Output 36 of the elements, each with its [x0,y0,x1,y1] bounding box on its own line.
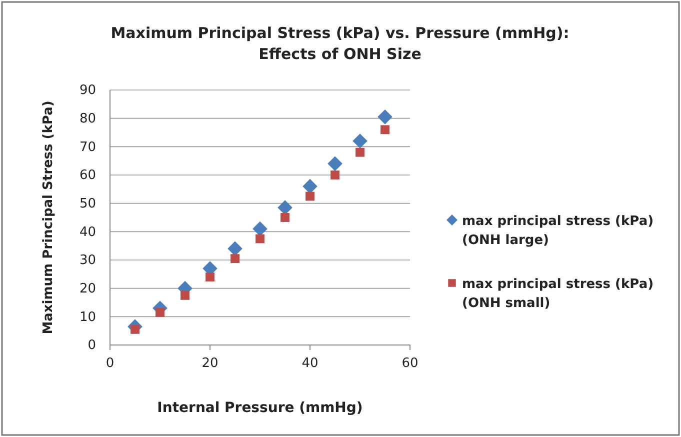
point [156,308,164,317]
x-tick-label: 60 [402,356,418,372]
x-tick-label: 20 [202,356,218,372]
point [228,241,242,256]
point [252,221,268,236]
point [328,156,342,172]
y-tick-label: 0 [88,338,96,354]
y-tick-label: 90 [79,83,96,98]
point [256,234,264,244]
point [230,254,240,264]
point [352,134,368,148]
y-tick-label: 30 [79,253,96,268]
point [380,125,390,134]
y-tick-label: 10 [79,310,96,325]
y-tick-label: 70 [79,140,96,155]
y-axis-title: Maximum Principal Stress (kPa) [41,100,56,334]
x-tick-label: 40 [302,356,318,372]
y-tick-label: 60 [79,168,96,184]
y-tick-label: 20 [79,281,96,296]
point [280,213,290,222]
chart-title: Maximum Principal Stress (kPa) vs. Pressure (mmHg): Effects of ONH Size [110,24,570,63]
point [278,200,292,215]
legend-label: max principal stress (kPa) (ONH small) [462,277,654,311]
x-tick-label: 0 [106,356,114,372]
y-tick-label: 40 [79,224,96,240]
legend-label: max principal stress (kPa) (ONH large) [462,214,654,248]
point [180,290,190,300]
point [378,110,392,124]
point [306,192,314,201]
point [330,170,340,180]
point [302,178,318,194]
y-tick-label: 80 [79,111,96,126]
x-axis-title: Internal Pressure (mmHg) [157,400,363,416]
point [356,148,364,157]
point [206,272,214,282]
y-tick-label: 50 [79,196,96,212]
